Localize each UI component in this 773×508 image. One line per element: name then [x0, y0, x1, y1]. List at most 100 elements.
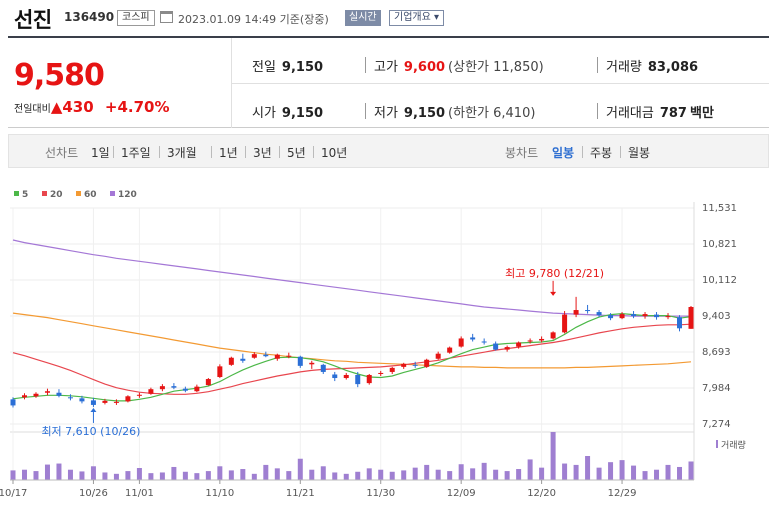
legend-swatch	[110, 191, 115, 196]
tab-weekly[interactable]: 주봉	[590, 146, 613, 160]
legend-label: 5	[22, 190, 28, 200]
candle-body	[355, 374, 361, 385]
chart-tabs: 선차트 1일 1주일 3개월 1년 3년 5년 10년 봉차트 일봉 주봉 월봉	[8, 134, 769, 168]
tab-divider	[245, 146, 246, 158]
divider	[597, 57, 598, 73]
volume-bar	[447, 471, 453, 480]
volume-bar	[389, 471, 395, 480]
stock-code: 136490	[64, 10, 115, 24]
stock-chart[interactable]: 5 20 60 120 최고 9,780 (12/21) 최저 7,610 (10/26…	[0, 180, 773, 508]
candle-body	[447, 347, 453, 353]
volume-bar	[343, 473, 349, 480]
candle-body	[504, 347, 510, 350]
candle-chart-label: 봉차트	[505, 146, 539, 160]
low-label: 저가	[374, 106, 398, 121]
volume-bar	[90, 466, 96, 480]
volume-bar	[470, 468, 476, 480]
candle-body	[33, 393, 39, 397]
volume-bar	[665, 464, 671, 480]
tab-10y[interactable]: 10년	[321, 146, 348, 160]
divider	[365, 57, 366, 73]
tab-divider	[620, 146, 621, 158]
tab-monthly[interactable]: 월봉	[628, 146, 651, 160]
candle-body	[67, 397, 73, 399]
tab-1w[interactable]: 1주일	[121, 146, 151, 160]
candle-body	[79, 398, 85, 402]
chart-grid	[10, 202, 695, 480]
company-info-dropdown[interactable]: 기업개요 ▾	[389, 10, 444, 26]
volume-bar	[516, 469, 522, 480]
tab-1y[interactable]: 1년	[219, 146, 238, 160]
volume-bar	[527, 459, 533, 480]
y-tick-label: 11,531	[702, 203, 737, 214]
x-axis: 10/17 10/26 11/01 11/10 11/21 11/30 12/09 12/20…	[0, 479, 694, 499]
candle-body	[412, 364, 418, 366]
candle-body	[366, 374, 372, 384]
candle-body	[194, 386, 200, 392]
tab-3m[interactable]: 3개월	[167, 146, 197, 160]
y-tick-label: 8,693	[702, 347, 731, 358]
volume-bar	[194, 473, 200, 480]
candle-body	[596, 312, 602, 316]
change-amount: ▲430	[50, 98, 94, 116]
volume-bar	[355, 471, 361, 480]
market-badge: 코스피	[117, 10, 155, 26]
volume-legend-label: 거래량	[721, 439, 746, 451]
legend-swatch	[42, 191, 47, 196]
volume-bar	[263, 464, 269, 480]
candle-body	[458, 338, 464, 347]
quote-panel: 9,580 전일대비▲430 +4.70% 전일 9,150 고가 9,600 (상한…	[8, 36, 769, 128]
quote-time: 2023.01.09 14:49 기준(장중)	[178, 13, 329, 26]
candle-body	[320, 364, 326, 372]
volume-bar	[79, 471, 85, 480]
volume-label: 거래량	[606, 60, 642, 75]
open-label: 시가	[252, 106, 276, 121]
y-tick-label: 7,984	[702, 383, 731, 394]
volume-bar	[677, 466, 683, 480]
tab-5y[interactable]: 5년	[287, 146, 306, 160]
tab-divider	[279, 146, 280, 158]
candle-body	[136, 394, 142, 396]
day-low: 저가 9,150 (하한가 6,410)	[374, 102, 535, 121]
tab-3y[interactable]: 3년	[253, 146, 272, 160]
volume-bar	[378, 469, 384, 480]
tab-divider	[313, 146, 314, 158]
candle-body	[677, 317, 683, 329]
volume-bar	[642, 471, 648, 480]
candle-body	[286, 355, 292, 357]
volume-bar	[458, 464, 464, 480]
volume-bar	[44, 464, 50, 480]
candle-body	[171, 386, 177, 388]
candle-body	[90, 400, 96, 405]
volume-bar	[654, 469, 660, 480]
volume-value: 83,086	[647, 60, 699, 75]
volume-bar	[424, 464, 430, 480]
volume-bar	[585, 456, 591, 480]
high-arrowhead	[550, 291, 557, 296]
candle-body	[182, 388, 188, 391]
tab-daily[interactable]: 일봉	[552, 146, 575, 160]
price-box: 9,580 전일대비▲430 +4.70%	[8, 38, 232, 128]
candle-body	[424, 359, 430, 367]
high-label: 최고 9,780 (12/21)	[505, 267, 604, 280]
x-tick-label: 10/17	[0, 488, 27, 499]
candle-body	[481, 341, 487, 343]
low-arrowhead	[90, 407, 97, 412]
volume-bar	[608, 462, 614, 480]
price-change: 전일대비▲430 +4.70%	[14, 98, 170, 116]
candle-body	[527, 340, 533, 342]
high-value: 9,600	[403, 60, 446, 75]
candle-body	[240, 358, 246, 361]
volume-bar	[297, 458, 303, 480]
line-chart-label: 선차트	[45, 146, 79, 160]
row-divider	[232, 83, 769, 84]
ma-20-line	[12, 323, 692, 395]
prev-close-value: 9,150	[281, 60, 324, 75]
x-tick-label: 12/20	[527, 488, 556, 499]
volume-bar	[550, 432, 556, 480]
tab-1d[interactable]: 1일	[91, 146, 110, 160]
realtime-button[interactable]: 실시간	[345, 10, 381, 26]
y-tick-label: 9,403	[702, 311, 731, 322]
volume-bar	[504, 471, 510, 480]
y-axis: 11,531 10,821 10,112 9,403 8,693 7,984 7,274	[702, 203, 737, 430]
